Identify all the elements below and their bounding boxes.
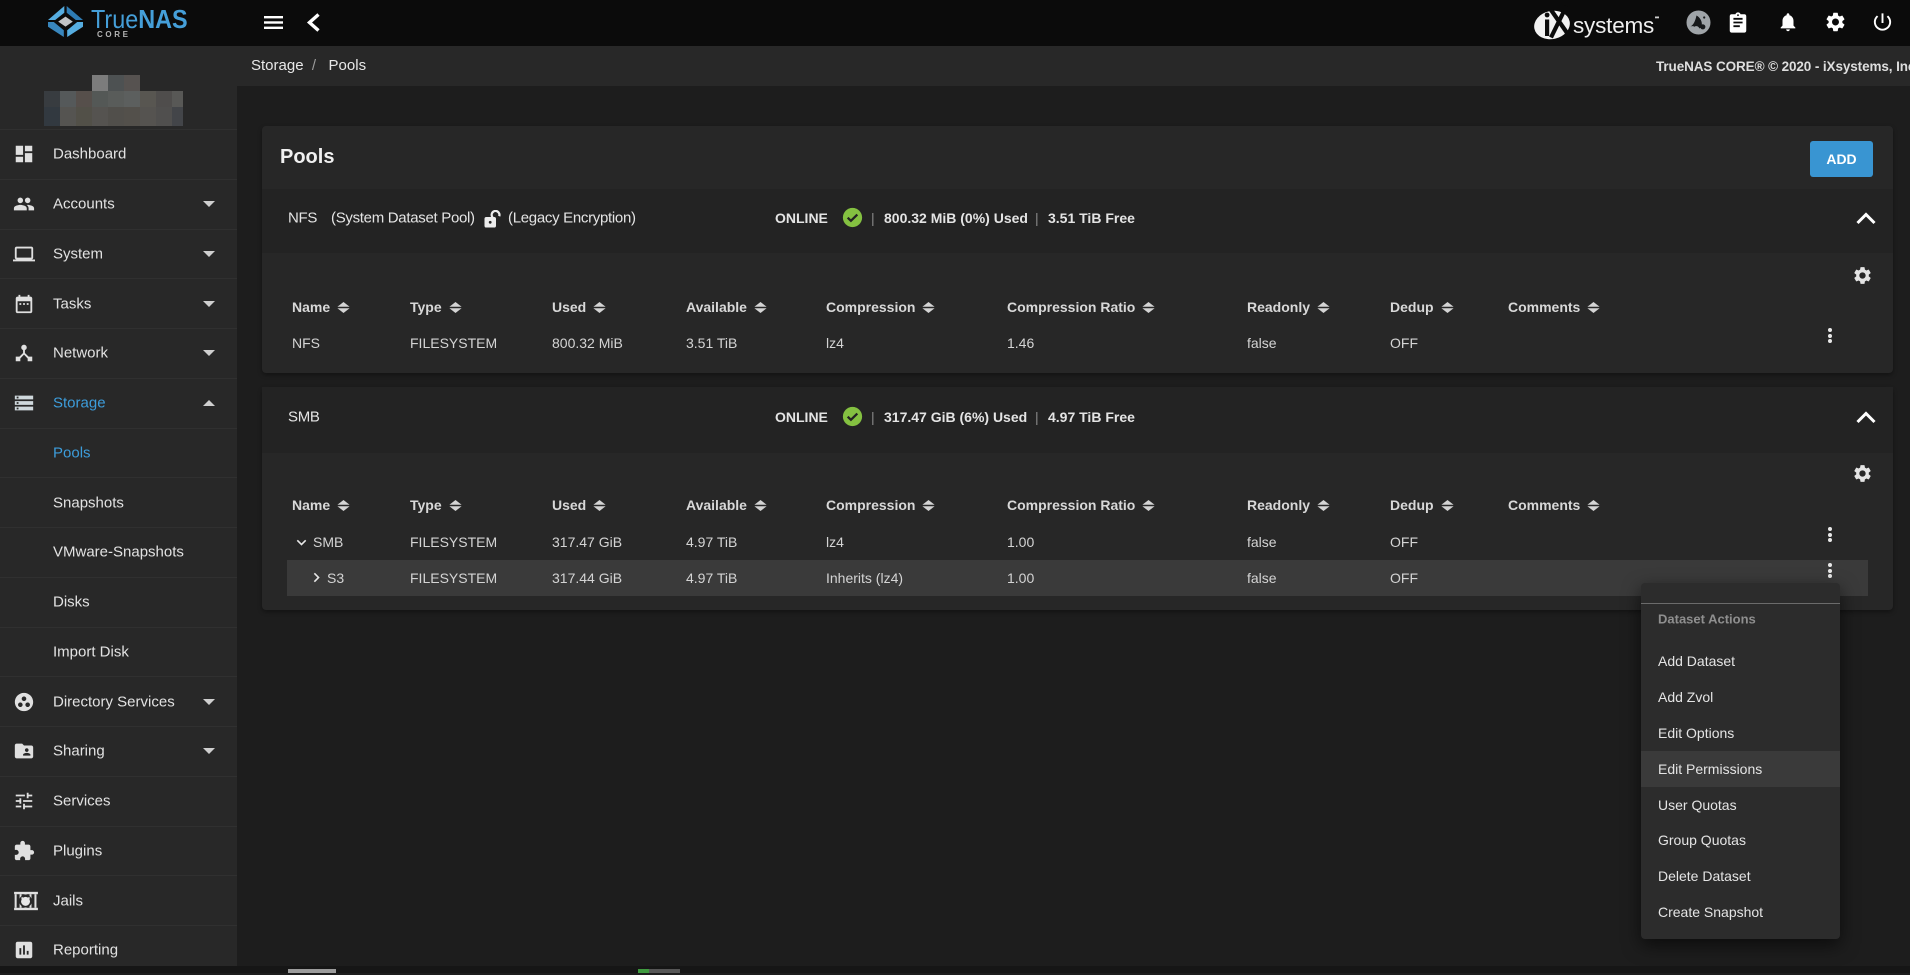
- svg-text:systems: systems: [1573, 13, 1654, 38]
